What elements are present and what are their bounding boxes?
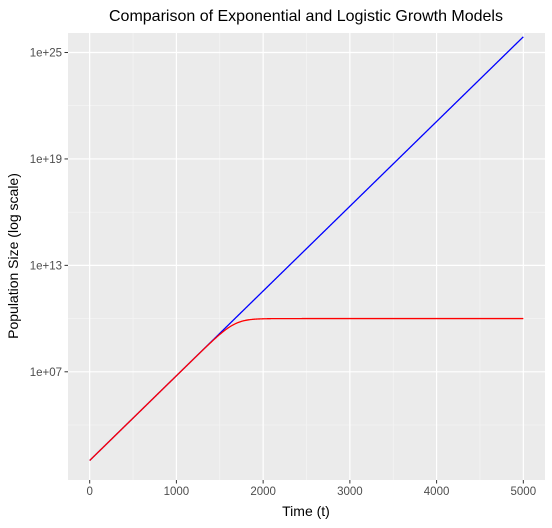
x-tick-label: 1000 [164, 486, 190, 498]
tick-layer [64, 52, 524, 484]
x-axis-title: Time (t) [282, 503, 330, 519]
major-gridlines [68, 33, 545, 480]
x-tick-label: 2000 [250, 486, 276, 498]
x-tick-label: 5000 [511, 486, 537, 498]
x-tick-label: 3000 [337, 486, 363, 498]
x-tick-label: 4000 [424, 486, 450, 498]
series-layer [89, 36, 524, 461]
y-tick-label: 1e+13 [30, 260, 62, 272]
y-tick-label: 1e+25 [30, 48, 62, 60]
tick-labels: 0 1000 2000 3000 4000 5000 1e+07 1e+13 1e+19 1e+2… [30, 48, 536, 498]
y-axis-title: Population Size (log scale) [5, 173, 21, 339]
series-line-logistic [89, 317, 524, 461]
y-tick-label: 1e+07 [30, 367, 62, 379]
y-tick-label: 1e+19 [30, 154, 62, 166]
chart-title: Comparison of Exponential and Logistic G… [109, 8, 503, 25]
x-tick-label: 0 [86, 486, 92, 498]
